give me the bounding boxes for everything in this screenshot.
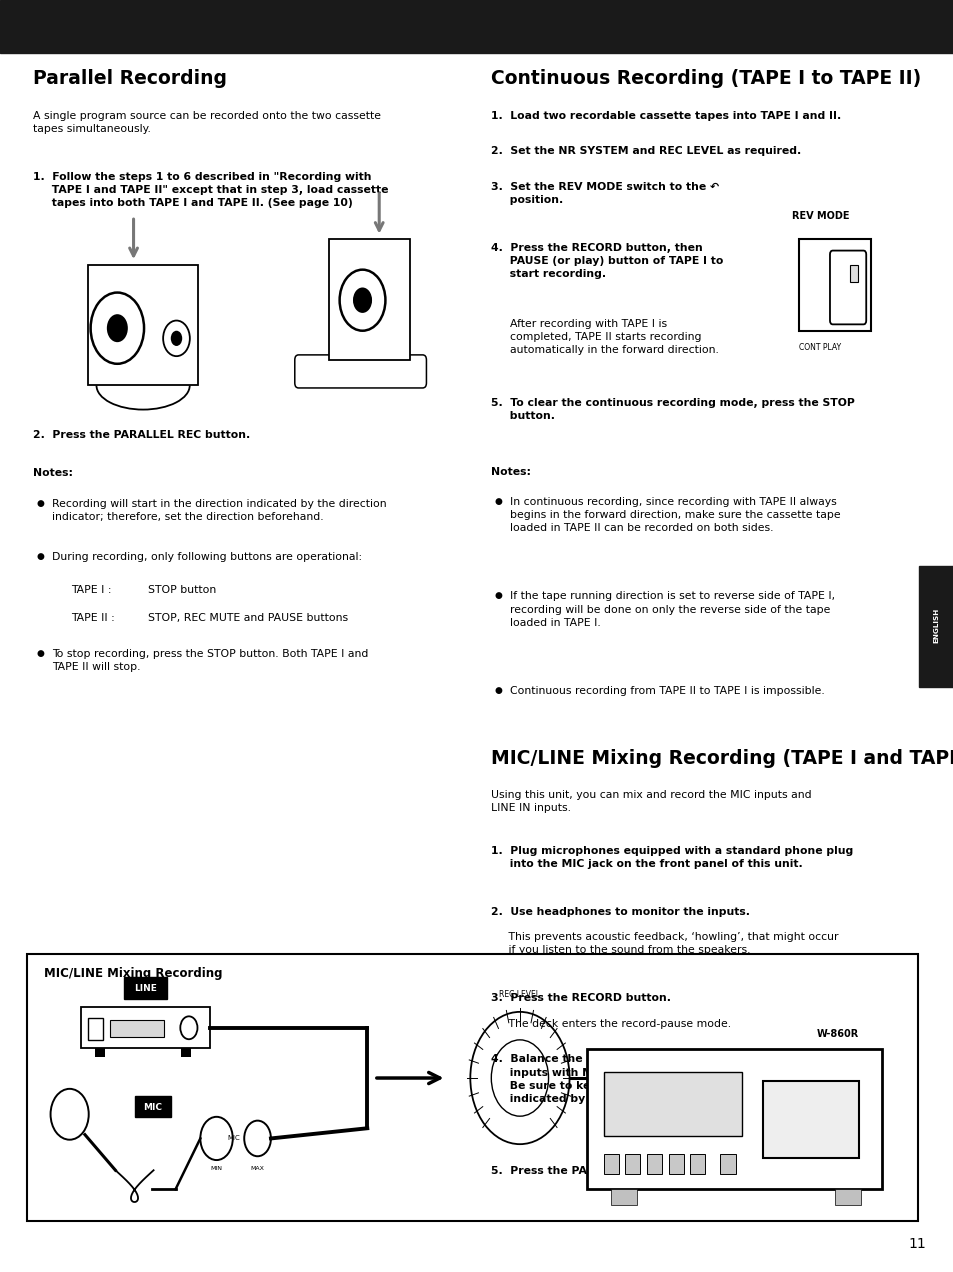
Bar [603, 1072, 741, 1136]
Bar [624, 1154, 639, 1174]
Bar [918, 566, 953, 687]
Bar [0, 0, 953, 53]
Bar [762, 1081, 858, 1158]
Text: 11: 11 [908, 1236, 925, 1252]
Text: STOP, REC MUTE and PAUSE buttons: STOP, REC MUTE and PAUSE buttons [148, 613, 348, 623]
Text: 3.  Set the REV MODE switch to the ↶
     position.: 3. Set the REV MODE switch to the ↶ posi… [491, 182, 719, 205]
Text: ●: ● [36, 552, 44, 561]
Text: Continuous recording from TAPE II to TAPE I is impossible.: Continuous recording from TAPE II to TAP… [510, 686, 824, 696]
Text: To stop recording, press the STOP button. Both TAPE I and
TAPE II will stop.: To stop recording, press the STOP button… [52, 649, 369, 672]
Text: MIC/LINE Mixing Recording (TAPE I and TAPE II): MIC/LINE Mixing Recording (TAPE I and TA… [491, 749, 953, 768]
Bar [610, 1189, 637, 1205]
Text: ●: ● [36, 649, 44, 658]
Text: 1.  Load two recordable cassette tapes into TAPE I and II.: 1. Load two recordable cassette tapes in… [491, 111, 841, 121]
Text: 2.  Set the NR SYSTEM and REC LEVEL as required.: 2. Set the NR SYSTEM and REC LEVEL as re… [491, 146, 801, 156]
Text: MIC/LINE Mixing Recording: MIC/LINE Mixing Recording [44, 967, 222, 979]
FancyBboxPatch shape [294, 355, 426, 388]
Text: During recording, only following buttons are operational:: During recording, only following buttons… [52, 552, 362, 562]
Text: ENGLISH: ENGLISH [932, 608, 939, 644]
Bar [81, 1007, 210, 1048]
Circle shape [107, 314, 128, 342]
Bar [668, 1154, 683, 1174]
Text: ●: ● [494, 497, 501, 506]
Text: REV MODE: REV MODE [791, 211, 848, 221]
Text: The deck enters the record-pause mode.: The deck enters the record-pause mode. [491, 1019, 731, 1029]
Text: TAPE II :: TAPE II : [71, 613, 115, 623]
Text: W-860R: W-860R [816, 1029, 858, 1039]
Bar [181, 1048, 191, 1057]
Text: 1.  Follow the steps 1 to 6 described in "Recording with
     TAPE I and TAPE II: 1. Follow the steps 1 to 6 described in … [33, 172, 389, 207]
Bar [849, 265, 857, 282]
Text: 4.  Balance the relative levels of MIC inputs and LINE IN
     inputs with MIC L: 4. Balance the relative levels of MIC in… [491, 1054, 864, 1104]
Text: LINE: LINE [134, 983, 156, 993]
FancyBboxPatch shape [329, 239, 410, 360]
Bar [134, 1096, 171, 1117]
FancyBboxPatch shape [89, 265, 198, 385]
Text: After recording with TAPE I is
completed, TAPE II starts recording
automatically: After recording with TAPE I is completed… [510, 319, 719, 355]
Text: Notes:: Notes: [33, 468, 73, 478]
Text: TAPE I :: TAPE I : [71, 585, 112, 595]
Bar [720, 1154, 735, 1174]
Text: STOP button: STOP button [148, 585, 216, 595]
Text: In continuous recording, since recording with TAPE II always
begins in the forwa: In continuous recording, since recording… [510, 497, 841, 533]
Text: MIC: MIC [227, 1136, 240, 1141]
Text: REC LEVEL: REC LEVEL [499, 990, 539, 1000]
Bar [798, 239, 869, 331]
Text: A single program source can be recorded onto the two cassette
tapes simultaneous: A single program source can be recorded … [33, 111, 381, 134]
Text: Notes:: Notes: [491, 467, 531, 477]
Text: 4.  Press the RECORD button, then
     PAUSE (or play) button of TAPE I to
     : 4. Press the RECORD button, then PAUSE (… [491, 243, 723, 279]
Bar [27, 954, 917, 1221]
Text: ●: ● [494, 686, 501, 695]
Text: 1.  Plug microphones equipped with a standard phone plug
     into the MIC jack : 1. Plug microphones equipped with a stan… [491, 846, 853, 869]
Text: MAX: MAX [251, 1166, 264, 1172]
Bar [689, 1154, 704, 1174]
Circle shape [171, 331, 182, 346]
Text: 5.  To clear the continuous recording mode, press the STOP
     button.: 5. To clear the continuous recording mod… [491, 398, 854, 421]
Bar [110, 1020, 164, 1037]
Bar [834, 1189, 861, 1205]
Text: 2.  Press the PARALLEL REC button.: 2. Press the PARALLEL REC button. [33, 430, 251, 440]
Bar [88, 1018, 103, 1040]
Text: CONT PLAY: CONT PLAY [799, 343, 841, 352]
FancyBboxPatch shape [829, 251, 865, 324]
Text: Using this unit, you can mix and record the MIC inputs and
LINE IN inputs.: Using this unit, you can mix and record … [491, 790, 811, 813]
Text: 3.  Press the RECORD button.: 3. Press the RECORD button. [491, 993, 671, 1004]
Bar [95, 1048, 105, 1057]
Bar [586, 1049, 882, 1189]
Text: MIC: MIC [143, 1103, 162, 1113]
Circle shape [353, 287, 372, 313]
Text: If the tape running direction is set to reverse side of TAPE I,
recording will b: If the tape running direction is set to … [510, 591, 835, 627]
Bar [603, 1154, 618, 1174]
Text: This prevents acoustic feedback, ‘howling’, that might occur
     if you listen : This prevents acoustic feedback, ‘howlin… [491, 932, 838, 955]
Text: Parallel Recording: Parallel Recording [33, 69, 227, 88]
Bar [124, 977, 168, 999]
Text: ●: ● [494, 591, 501, 600]
Bar [646, 1154, 661, 1174]
Text: 5.  Press the PAUSE button to start recording.: 5. Press the PAUSE button to start recor… [491, 1166, 771, 1177]
Text: Recording will start in the direction indicated by the direction
indicator; ther: Recording will start in the direction in… [52, 499, 387, 522]
Text: MIN: MIN [211, 1166, 222, 1172]
Text: 2.  Use headphones to monitor the inputs.: 2. Use headphones to monitor the inputs. [491, 907, 749, 917]
Text: ●: ● [36, 499, 44, 508]
Text: Continuous Recording (TAPE I to TAPE II): Continuous Recording (TAPE I to TAPE II) [491, 69, 921, 88]
